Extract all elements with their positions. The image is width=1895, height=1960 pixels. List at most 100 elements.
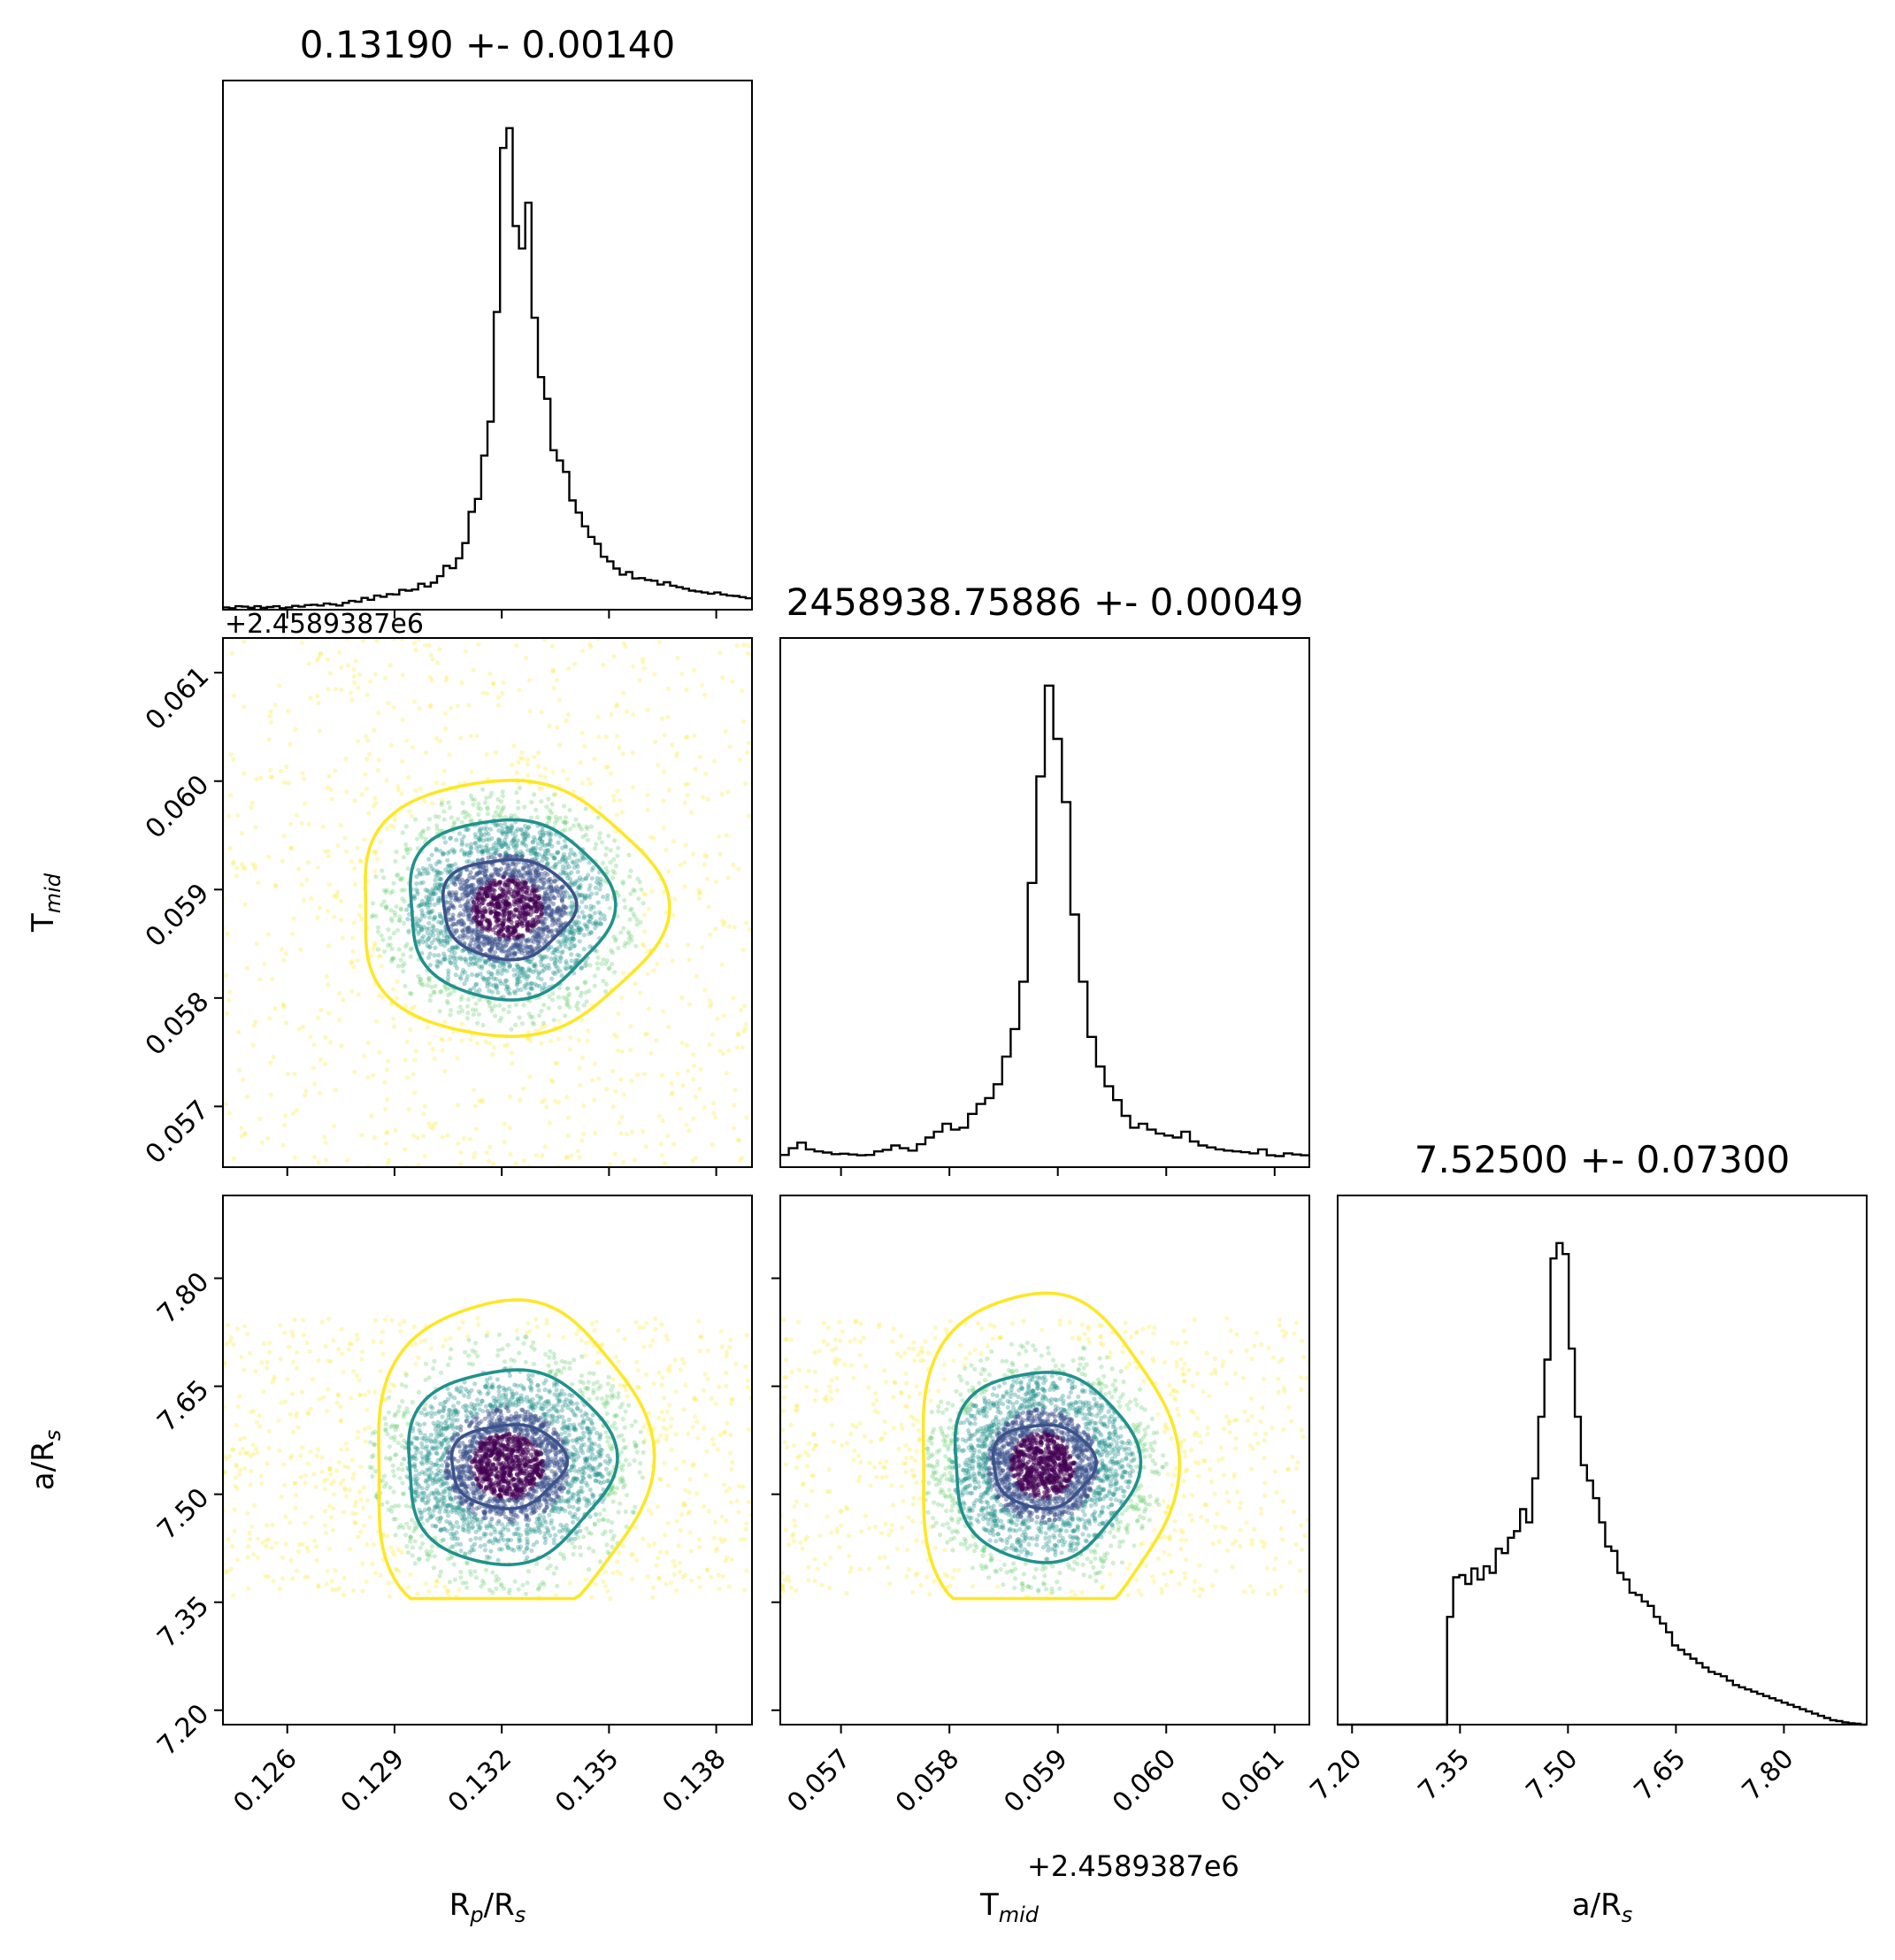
- scatter-point: [572, 1464, 577, 1469]
- scatter-point: [487, 1041, 492, 1046]
- scatter-point: [465, 929, 471, 934]
- scatter-point: [465, 1334, 471, 1339]
- scatter-point: [364, 1580, 369, 1585]
- scatter-point: [226, 813, 232, 819]
- scatter-point: [663, 1533, 668, 1538]
- scatter-point: [524, 1426, 530, 1432]
- scatter-point: [400, 896, 405, 902]
- scatter-point: [503, 850, 509, 856]
- scatter-point: [494, 870, 499, 875]
- scatter-point: [472, 1088, 477, 1093]
- scatter-point: [410, 1454, 415, 1459]
- scatter-point: [235, 1557, 241, 1563]
- scatter-point: [532, 1347, 537, 1352]
- scatter-point: [536, 885, 542, 890]
- scatter-point: [488, 974, 494, 980]
- scatter-point: [566, 855, 572, 860]
- scatter-point: [431, 933, 436, 938]
- scatter-point: [476, 805, 481, 811]
- scatter-point: [616, 1328, 621, 1334]
- scatter-point: [687, 1128, 692, 1134]
- scatter-point: [403, 1533, 409, 1538]
- scatter-point: [387, 1157, 392, 1163]
- scatter-point: [537, 836, 543, 842]
- scatter-point: [334, 687, 339, 692]
- scatter-point: [626, 936, 632, 942]
- scatter-point: [664, 1436, 669, 1441]
- scatter-point: [503, 829, 509, 834]
- scatter-point: [535, 867, 541, 872]
- scatter-point: [454, 1466, 459, 1472]
- scatter-point: [683, 1487, 688, 1493]
- scatter-point: [709, 1574, 714, 1580]
- scatter-point: [549, 885, 554, 890]
- scatter-point: [472, 840, 479, 845]
- scatter-point: [503, 841, 508, 846]
- scatter-point: [554, 678, 560, 683]
- scatter-point: [445, 870, 450, 875]
- scatter-point: [420, 865, 426, 871]
- scatter-point: [417, 980, 423, 985]
- scatter-point: [477, 837, 482, 842]
- scatter-point: [432, 1554, 437, 1559]
- scatter-point: [317, 1396, 323, 1402]
- scatter-point: [613, 938, 618, 943]
- scatter-point: [721, 1013, 727, 1018]
- scatter-point: [416, 638, 421, 642]
- scatter-point: [536, 926, 541, 932]
- scatter-point: [543, 899, 549, 905]
- scatter-point: [503, 866, 510, 872]
- scatter-point: [487, 962, 494, 967]
- scatter-point: [433, 1535, 438, 1541]
- scatter-point: [524, 826, 530, 832]
- scatter-point: [450, 917, 456, 922]
- scatter-point: [495, 942, 501, 947]
- scatter-point: [658, 1433, 664, 1438]
- scatter-point: [533, 962, 538, 967]
- scatter-point: [308, 1406, 313, 1411]
- scatter-point: [559, 950, 564, 956]
- scatter-point: [523, 870, 528, 875]
- scatter-point: [527, 868, 533, 873]
- scatter-point: [549, 944, 554, 949]
- scatter-point: [429, 891, 434, 896]
- scatter-point: [535, 934, 541, 939]
- scatter-point: [482, 874, 488, 880]
- scatter-point: [387, 1395, 392, 1400]
- scatter-point: [488, 851, 494, 857]
- scatter-point: [459, 1501, 465, 1506]
- scatter-point: [528, 968, 533, 973]
- scatter-point: [670, 742, 675, 748]
- scatter-point: [232, 1528, 237, 1533]
- scatter-point: [716, 834, 722, 839]
- scatter-point: [498, 866, 504, 872]
- scatter-point: [456, 1141, 461, 1146]
- contour-line: [364, 779, 671, 1039]
- scatter-point: [525, 973, 530, 979]
- scatter-point: [429, 929, 434, 934]
- scatter-point: [441, 809, 447, 814]
- scatter-point: [540, 839, 545, 844]
- scatter-point: [587, 1462, 592, 1468]
- scatter-point: [380, 1329, 385, 1334]
- scatter-point: [467, 849, 472, 855]
- scatter-point: [731, 995, 736, 1001]
- scatter-point: [576, 822, 581, 827]
- scatter-point: [687, 1002, 693, 1007]
- scatter-point: [244, 965, 250, 971]
- scatter-point: [300, 1318, 306, 1323]
- scatter-point: [491, 842, 496, 848]
- scatter-point: [385, 1432, 390, 1437]
- scatter-point: [659, 716, 665, 721]
- scatter-point: [564, 890, 570, 895]
- scatter-point: [472, 929, 477, 934]
- scatter-point: [605, 893, 610, 898]
- scatter-point: [629, 1423, 634, 1428]
- scatter-point: [484, 837, 489, 842]
- scatter-point: [694, 1491, 700, 1496]
- scatter-point: [664, 1333, 669, 1339]
- scatter-point: [422, 798, 427, 804]
- scatter-point: [410, 1072, 416, 1077]
- scatter-point: [530, 1020, 535, 1026]
- scatter-point: [446, 907, 451, 912]
